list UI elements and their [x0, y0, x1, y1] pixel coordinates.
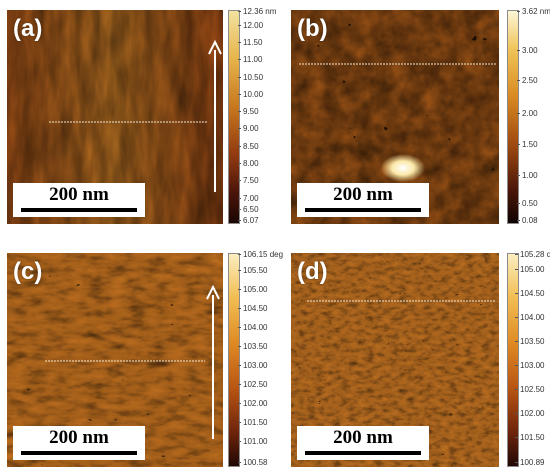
colorbar-min-label: 100.58: [237, 458, 268, 467]
scale-bar: 200 nm: [297, 183, 429, 217]
colorbar-tick: 7.50: [238, 176, 259, 185]
colorbar-tick: 11.50: [237, 38, 263, 47]
colorbar-tick: 104.00: [237, 323, 268, 332]
colorbar-tick: 104.50: [237, 304, 268, 313]
colorbar-max-label: 12.36 nm: [237, 7, 277, 16]
colorbar-tick: 101.50: [237, 418, 268, 427]
colorbar-tick: 105.00: [514, 265, 545, 274]
colorbar-tick: 102.00: [514, 409, 545, 418]
colorbar-tick: 9.00: [238, 124, 259, 133]
colorbar-max-label: 105.28 deg: [514, 250, 550, 259]
panel-label: (c): [13, 258, 43, 285]
scale-bar-label: 200 nm: [333, 427, 393, 448]
colorbar-max-label: 106.15 deg: [237, 250, 284, 259]
colorbar-tick: 8.50: [238, 142, 259, 151]
scale-bar: 200 nm: [13, 426, 145, 460]
colorbar-c: [228, 253, 240, 467]
scale-bar-label: 200 nm: [49, 427, 109, 448]
panel-label: (a): [13, 15, 43, 42]
colorbar-tick: 104.00: [514, 313, 545, 322]
scale-bar: 200 nm: [13, 183, 145, 217]
colorbar-tick: 101.00: [237, 437, 268, 446]
colorbar-tick: 3.00: [517, 46, 538, 55]
panel-label: (d): [297, 258, 328, 285]
colorbar-tick: 103.50: [514, 337, 545, 346]
scale-bar-label: 200 nm: [49, 184, 109, 205]
colorbar-tick: 102.50: [514, 385, 545, 394]
colorbar-tick: 103.00: [514, 361, 545, 370]
colorbar-tick: 0.50: [517, 199, 538, 208]
colorbar-tick: 104.50: [514, 289, 545, 298]
colorbar-tick: 103.00: [237, 361, 268, 370]
colorbar-tick: 10.00: [237, 90, 264, 99]
colorbar-tick: 1.00: [517, 171, 538, 180]
colorbar-tick: 102.50: [237, 380, 268, 389]
afm-panel-b: (b) 200 nm: [291, 10, 499, 224]
afm-panel-d: (d) 200 nm: [291, 253, 499, 467]
colorbar-a: [228, 10, 240, 224]
colorbar-tick: 102.00: [237, 399, 268, 408]
scan-direction-arrow: [208, 39, 222, 192]
afm-panel-c: (c) 200 nm: [7, 253, 223, 467]
colorbar-tick: 7.00: [238, 194, 259, 203]
colorbar-min-label: 6.07: [238, 216, 259, 225]
scan-direction-arrow: [206, 284, 220, 439]
colorbar-tick: 11.00: [237, 55, 263, 64]
scale-bar: 200 nm: [297, 426, 429, 460]
colorbar-tick: 9.50: [238, 107, 259, 116]
colorbar-tick: 2.00: [517, 109, 538, 118]
scale-bar-line: [21, 451, 137, 455]
colorbar-tick: 101.50: [514, 433, 545, 442]
colorbar-tick: 10.50: [237, 73, 264, 82]
colorbar-d: [507, 253, 519, 467]
colorbar-tick: 12.00: [237, 21, 264, 30]
colorbar-tick: 103.50: [237, 342, 268, 351]
colorbar-tick: 1.50: [517, 140, 538, 149]
scale-bar-line: [305, 451, 421, 455]
colorbar-tick: 2.50: [517, 76, 538, 85]
afm-panel-a: (a) 200 nm: [7, 10, 223, 224]
colorbar-min-label: 0.08: [517, 216, 538, 225]
colorbar-min-label: 100.89: [514, 458, 545, 467]
colorbar-max-label: 3.62 nm: [517, 7, 550, 16]
panel-label: (b): [297, 15, 328, 42]
scale-bar-line: [305, 208, 421, 212]
bright-feature: [381, 154, 425, 182]
colorbar-b: [507, 10, 519, 224]
colorbar-tick: 105.00: [237, 285, 268, 294]
colorbar-tick: 6.50: [238, 205, 259, 214]
scale-bar-line: [21, 208, 137, 212]
colorbar-tick: 105.50: [237, 266, 268, 275]
scale-bar-label: 200 nm: [333, 184, 393, 205]
colorbar-tick: 8.00: [238, 159, 259, 168]
